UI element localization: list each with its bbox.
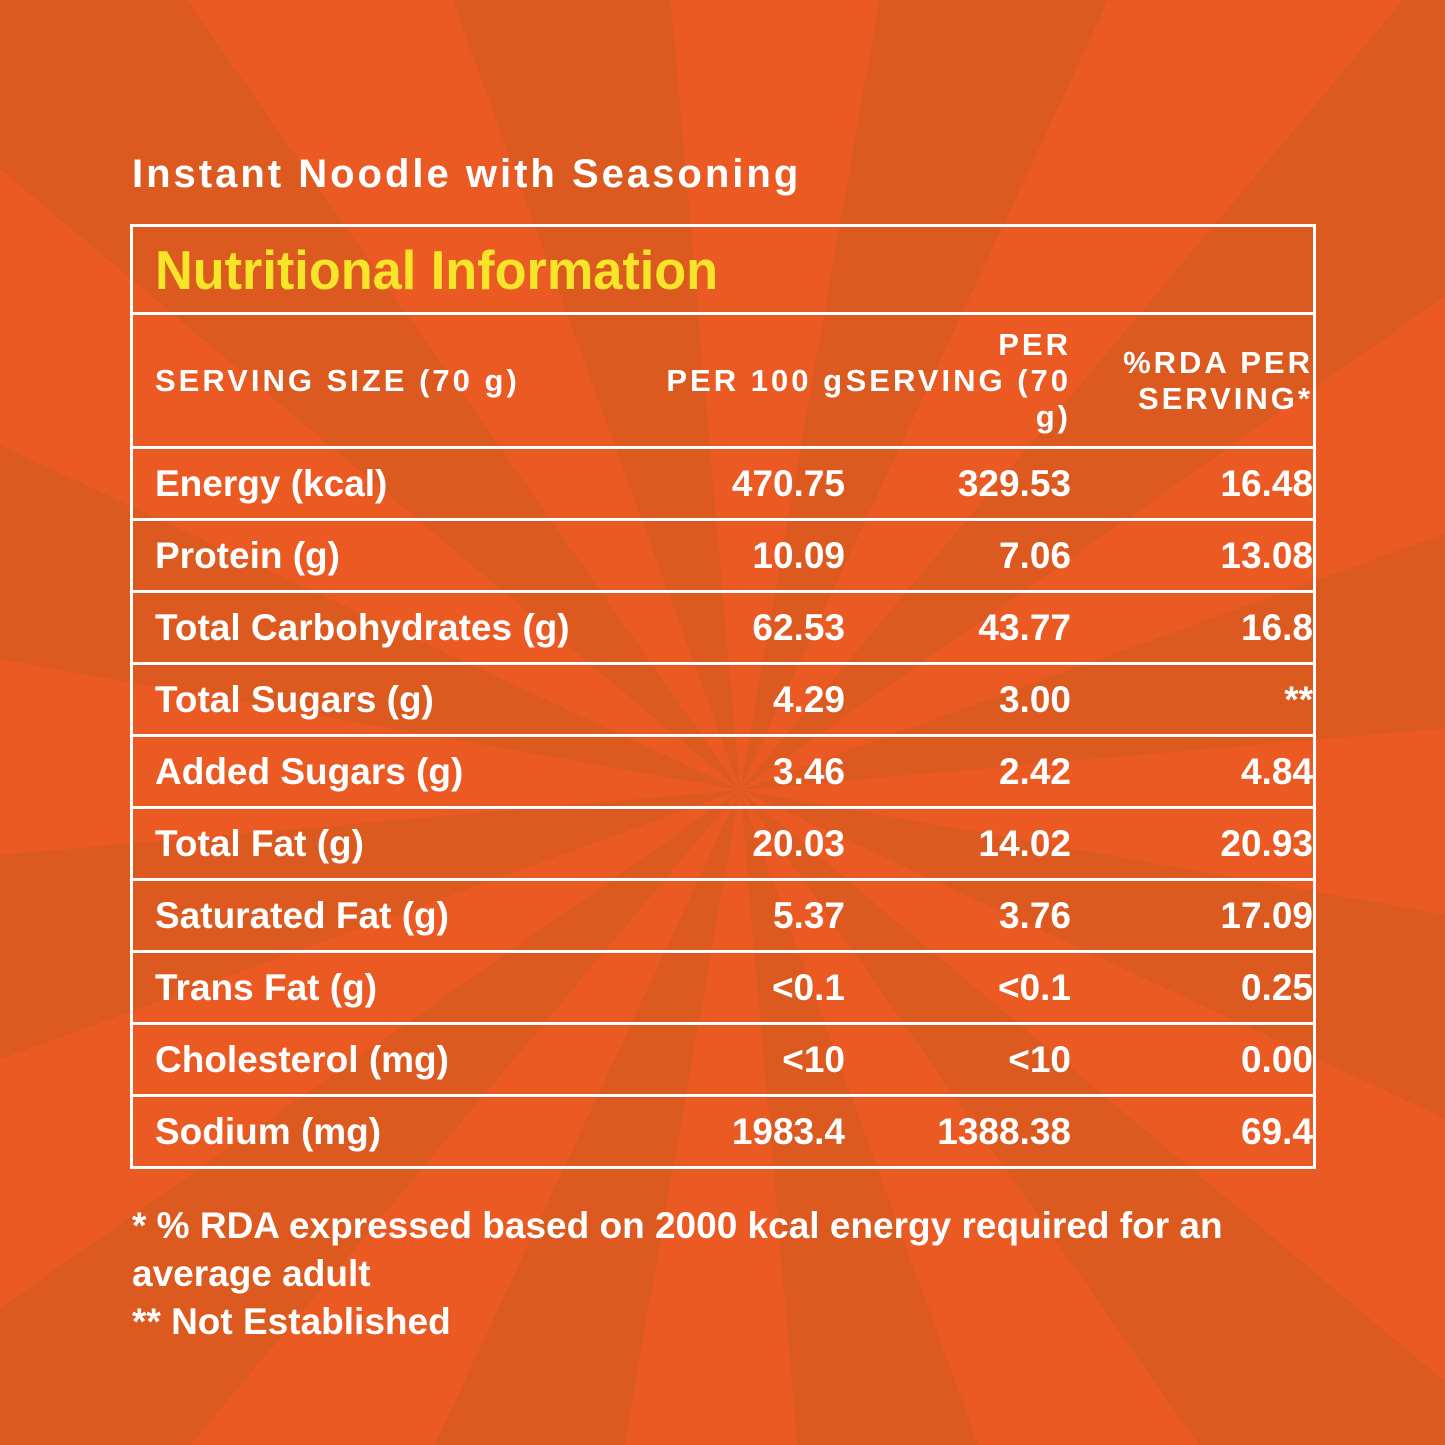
nutrition-table: Nutritional Information SERVING SIZE (70…: [130, 224, 1316, 1169]
nutrient-name: Protein (g): [155, 534, 340, 576]
per-100g-value: 62.53: [752, 606, 845, 648]
table-row: Cholesterol (mg) <10 <10 0.00: [133, 1025, 1313, 1097]
per-100g-value: 20.03: [752, 822, 845, 864]
footnote-not-established: ** Not Established: [132, 1301, 451, 1342]
rda-value: **: [1284, 678, 1313, 720]
nutrient-name: Total Carbohydrates (g): [155, 606, 570, 648]
footnote-rda: * % RDA expressed based on 2000 kcal ene…: [132, 1205, 1223, 1294]
table-row: Added Sugars (g) 3.46 2.42 4.84: [133, 737, 1313, 809]
per-100g-value: 1983.4: [731, 1110, 845, 1152]
rda-value: 0.00: [1240, 1038, 1313, 1080]
footnotes: * % RDA expressed based on 2000 kcal ene…: [132, 1202, 1332, 1346]
per-100g-value: 4.29: [772, 678, 845, 720]
nutrient-name: Trans Fat (g): [155, 966, 378, 1008]
product-name: Instant Noodle with Seasoning: [132, 152, 802, 196]
table-row: Total Fat (g) 20.03 14.02 20.93: [133, 809, 1313, 881]
nutrient-name: Sodium (mg): [155, 1110, 382, 1152]
rda-value: 20.93: [1220, 822, 1313, 864]
per-serving-value: 1388.38: [937, 1110, 1071, 1152]
rda-value: 4.84: [1240, 750, 1313, 792]
per-serving-value: 14.02: [978, 822, 1071, 864]
nutrient-name: Saturated Fat (g): [155, 894, 449, 936]
title-row: Nutritional Information: [133, 227, 1313, 315]
per-serving-value: <0.1: [997, 966, 1071, 1008]
per-serving-value: 43.77: [978, 606, 1071, 648]
per-serving-value: 2.42: [998, 750, 1071, 792]
header-serving-size: SERVING SIZE (70 g): [155, 362, 520, 398]
rda-value: 16.8: [1240, 606, 1313, 648]
nutrient-name: Cholesterol (mg): [155, 1038, 449, 1080]
table-row: Energy (kcal) 470.75 329.53 16.48: [133, 449, 1313, 521]
nutrient-name: Total Fat (g): [155, 822, 364, 864]
panel-title: Nutritional Information: [155, 238, 719, 301]
rda-value: 13.08: [1220, 534, 1313, 576]
rda-value: 0.25: [1240, 966, 1313, 1008]
per-100g-value: 3.46: [772, 750, 845, 792]
table-row: Protein (g) 10.09 7.06 13.08: [133, 521, 1313, 593]
table-row: Trans Fat (g) <0.1 <0.1 0.25: [133, 953, 1313, 1025]
nutrient-name: Energy (kcal): [155, 462, 388, 504]
per-100g-value: <10: [782, 1038, 845, 1080]
header-row: SERVING SIZE (70 g) PER 100 g PER SERVIN…: [133, 315, 1313, 449]
header-per-100g: PER 100 g: [666, 362, 845, 398]
per-100g-value: 5.37: [772, 894, 845, 936]
table-row: Total Sugars (g) 4.29 3.00 **: [133, 665, 1313, 737]
rda-value: 17.09: [1220, 894, 1313, 936]
per-serving-value: 3.76: [998, 894, 1071, 936]
table-row: Total Carbohydrates (g) 62.53 43.77 16.8: [133, 593, 1313, 665]
nutrient-name: Total Sugars (g): [155, 678, 434, 720]
per-serving-value: 3.00: [998, 678, 1071, 720]
per-100g-value: 10.09: [752, 534, 845, 576]
per-serving-value: 7.06: [998, 534, 1071, 576]
per-serving-value: <10: [1008, 1038, 1071, 1080]
table-row: Saturated Fat (g) 5.37 3.76 17.09: [133, 881, 1313, 953]
table-row: Sodium (mg) 1983.4 1388.38 69.4: [133, 1097, 1313, 1169]
per-100g-value: 470.75: [731, 462, 845, 504]
header-per-serving: PER SERVING (70 g): [845, 326, 1071, 434]
rda-value: 69.4: [1240, 1110, 1313, 1152]
rda-value: 16.48: [1220, 462, 1313, 504]
header-rda: %RDA PER SERVING*: [1123, 344, 1313, 416]
per-100g-value: <0.1: [771, 966, 845, 1008]
nutrient-name: Added Sugars (g): [155, 750, 464, 792]
per-serving-value: 329.53: [957, 462, 1071, 504]
